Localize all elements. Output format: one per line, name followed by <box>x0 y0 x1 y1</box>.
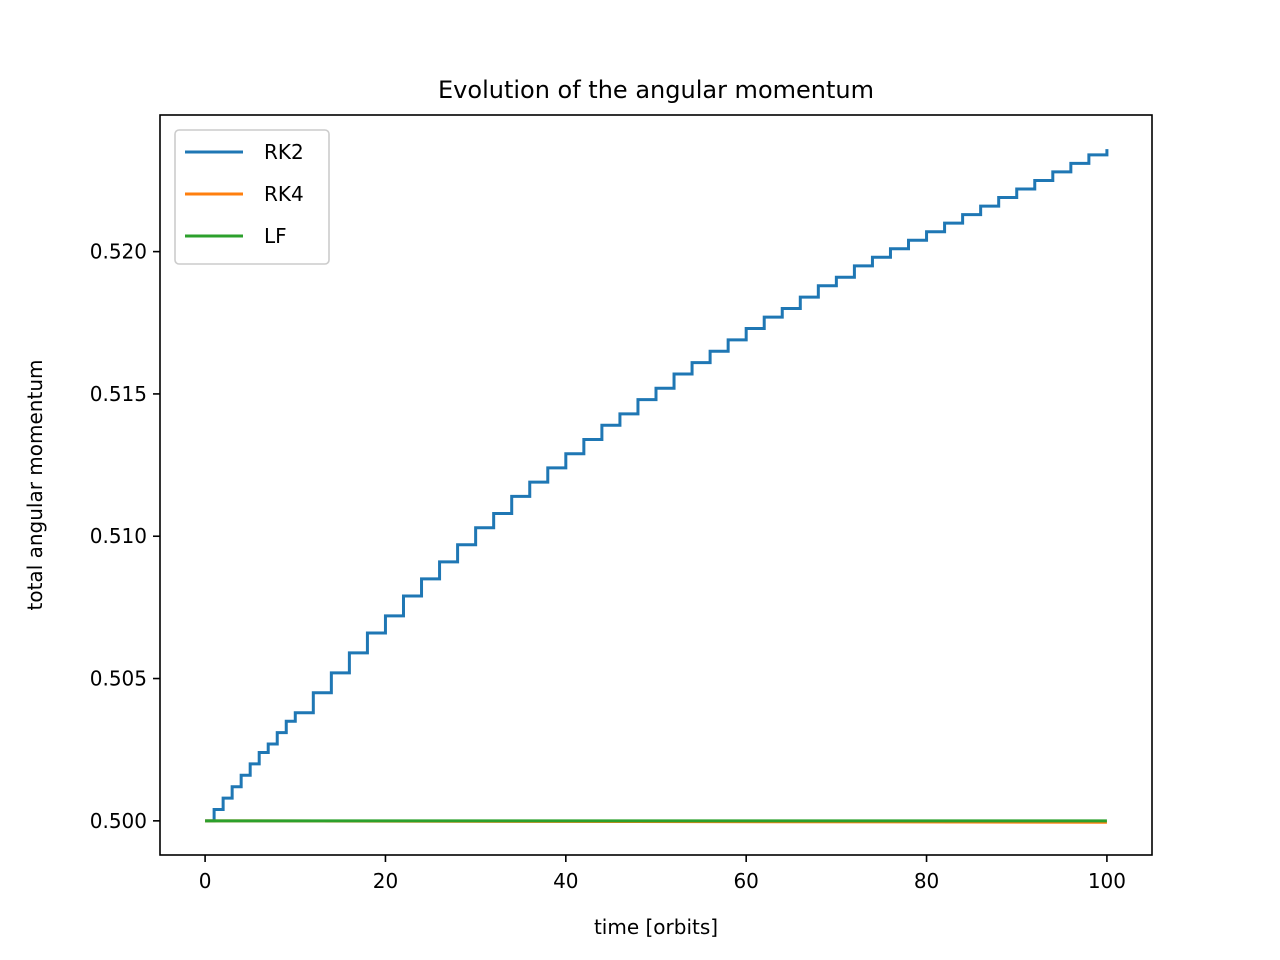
y-tick-label: 0.510 <box>90 524 147 548</box>
x-tick-label: 0 <box>199 869 212 893</box>
y-tick-label: 0.520 <box>90 240 147 264</box>
legend-label-lf: LF <box>264 224 287 248</box>
y-tick-label: 0.500 <box>90 809 147 833</box>
chart-title: Evolution of the angular momentum <box>438 76 874 104</box>
x-tick-label: 100 <box>1088 869 1126 893</box>
x-axis-label: time [orbits] <box>594 915 718 939</box>
y-tick-label: 0.505 <box>90 667 147 691</box>
x-tick-label: 80 <box>914 869 939 893</box>
x-tick-label: 60 <box>733 869 758 893</box>
x-tick-label: 20 <box>373 869 398 893</box>
legend-label-rk2: RK2 <box>264 140 304 164</box>
legend: RK2 RK4 LF <box>175 130 329 264</box>
y-tick-label: 0.515 <box>90 382 147 406</box>
legend-box <box>175 130 329 264</box>
x-tick-label: 40 <box>553 869 578 893</box>
legend-label-rk4: RK4 <box>264 182 304 206</box>
y-axis-label: total angular momentum <box>23 360 47 611</box>
